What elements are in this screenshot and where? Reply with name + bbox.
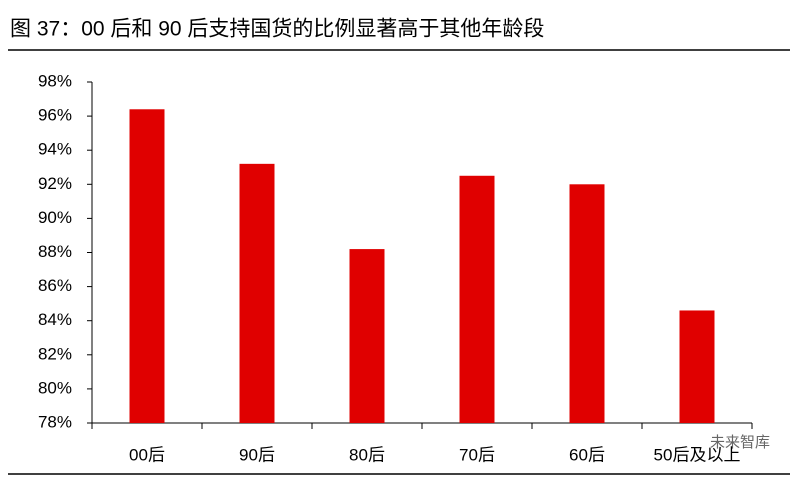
x-tick-label: 70后	[459, 445, 495, 464]
chart-title: 图 37：00 后和 90 后支持国货的比例显著高于其他年龄段	[10, 18, 544, 41]
y-tick-label: 98%	[38, 71, 72, 90]
bar	[569, 184, 605, 423]
y-tick-label: 86%	[38, 276, 72, 295]
bar	[459, 175, 495, 423]
bar	[129, 109, 165, 423]
y-tick-label: 90%	[38, 208, 72, 227]
y-tick-label: 82%	[38, 344, 72, 363]
bar	[679, 310, 715, 423]
y-tick-label: 92%	[38, 174, 72, 193]
x-tick-label: 50后及以上	[654, 445, 741, 464]
x-tick-label: 60后	[569, 445, 605, 464]
watermark: 未来智库	[710, 433, 770, 451]
y-tick-label: 94%	[38, 140, 72, 159]
y-tick-label: 88%	[38, 242, 72, 261]
x-tick-label: 80后	[349, 445, 385, 464]
bar	[349, 249, 385, 423]
y-tick-label: 78%	[38, 412, 72, 431]
x-tick-label: 90后	[239, 445, 275, 464]
y-tick-label: 96%	[38, 106, 72, 125]
y-tick-label: 80%	[38, 378, 72, 397]
bar	[239, 163, 275, 423]
x-tick-label: 00后	[129, 445, 165, 464]
y-tick-label: 84%	[38, 310, 72, 329]
